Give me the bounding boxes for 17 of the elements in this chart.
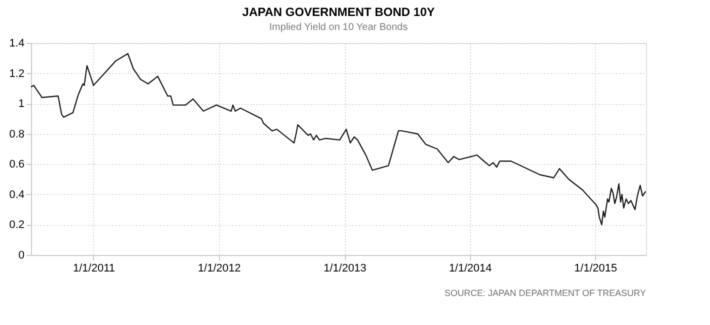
x-tick-label: 1/1/2012 (198, 262, 241, 274)
x-tick-label: 1/1/2011 (72, 262, 116, 274)
y-tick-label: 1 (18, 98, 24, 110)
chart-title: JAPAN GOVERNMENT BOND 10Y (242, 5, 435, 19)
source-note: SOURCE: JAPAN DEPARTMENT OF TREASURY (444, 288, 646, 298)
y-tick-label: 0.8 (9, 128, 24, 140)
x-tick-label: 1/1/2015 (574, 262, 618, 274)
x-tick-label: 1/1/2014 (448, 262, 492, 274)
y-tick-label: 0 (18, 250, 24, 262)
y-tick-label: 0.2 (9, 219, 24, 232)
y-tick-label: 0.4 (9, 188, 24, 201)
y-tick-label: 1.4 (9, 38, 24, 50)
line-series (30, 53, 646, 226)
chart-subtitle: Implied Yield on 10 Year Bonds (269, 22, 408, 33)
y-tick-label: 1.2 (9, 68, 24, 80)
y-tick-label: 0.6 (9, 158, 24, 171)
x-tick-label: 1/1/2013 (324, 262, 366, 274)
